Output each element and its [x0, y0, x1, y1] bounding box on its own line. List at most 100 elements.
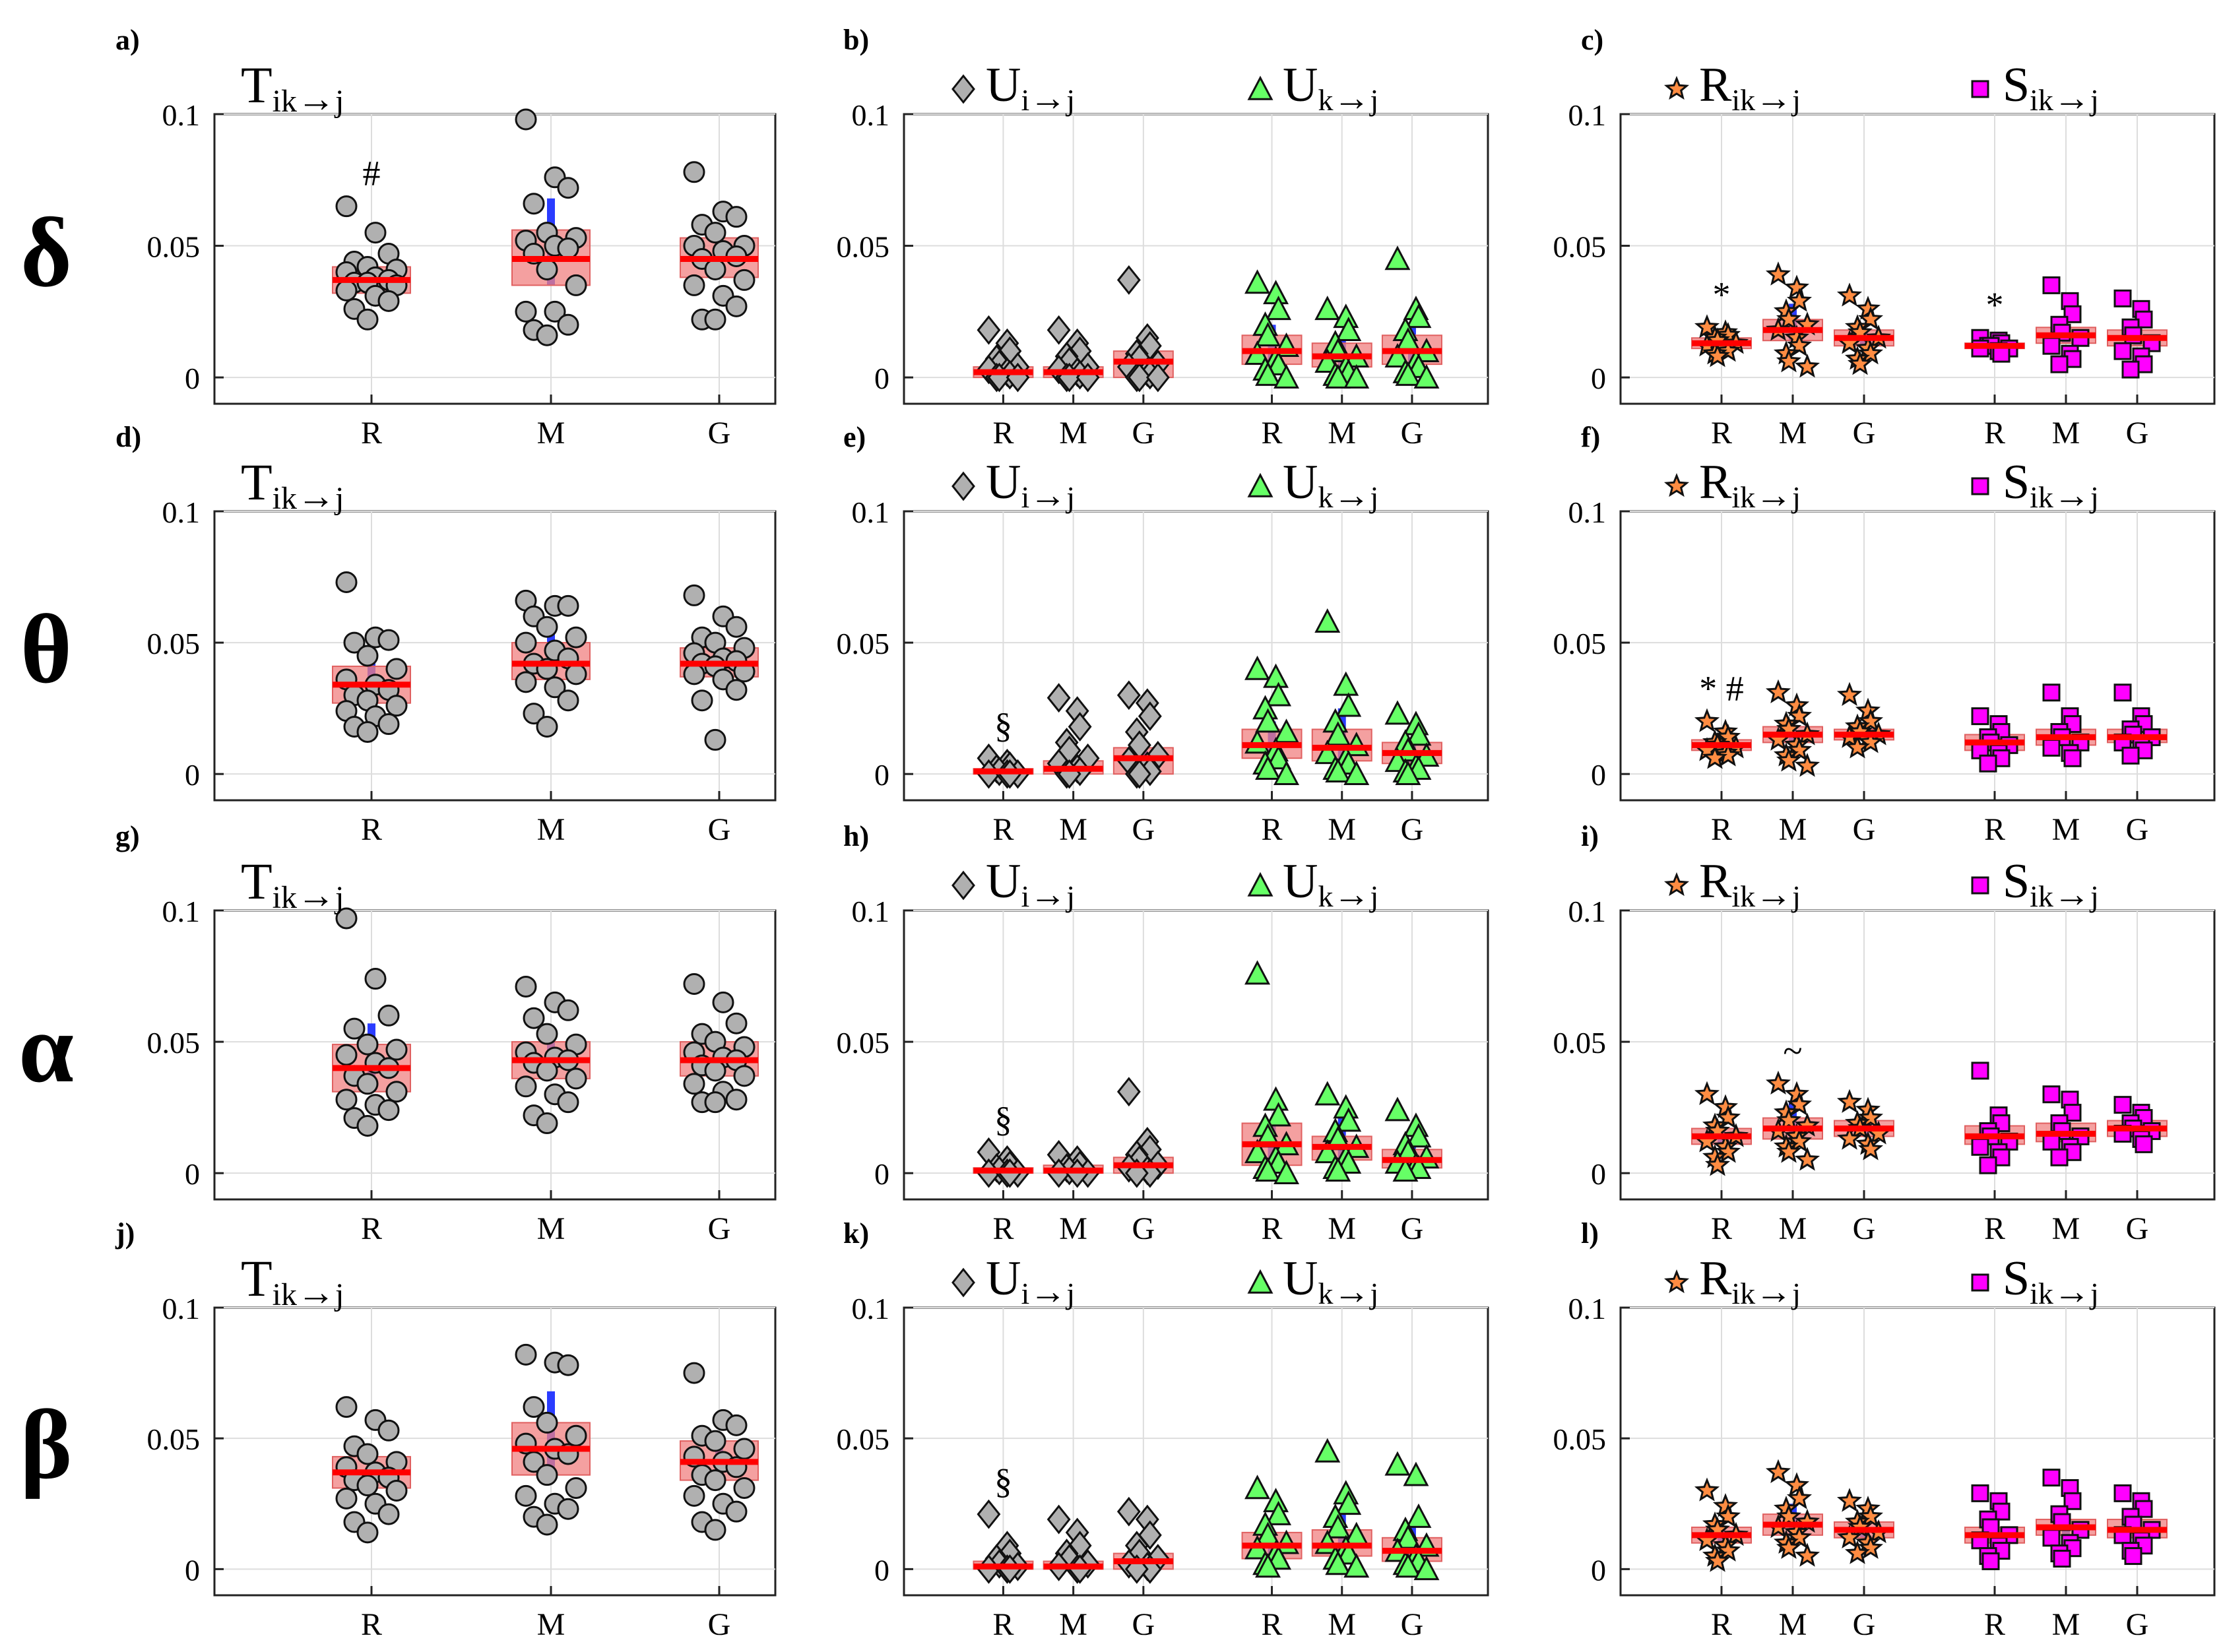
circle-point [557, 594, 579, 617]
square-point [1971, 876, 1989, 895]
triangle-point [1266, 296, 1292, 321]
triangle-point [1266, 1102, 1292, 1127]
y-tick-label: 0.1 [1568, 98, 1607, 132]
star-point [1847, 351, 1873, 375]
y-tick-label: 0.05 [147, 230, 201, 264]
circle-point [536, 1112, 558, 1135]
diamond-point [1116, 1496, 1141, 1527]
circle-point [704, 1469, 726, 1492]
legend-arrow: → [1029, 874, 1066, 915]
legend-tail: j [1368, 83, 1378, 117]
legend-label: Uk→j [1283, 58, 1378, 119]
legend-tail: j [1791, 879, 1801, 913]
y-tick-label: 0 [1591, 1553, 1606, 1587]
star-point [1715, 338, 1741, 362]
band-label: β [20, 1390, 72, 1500]
x-tick-label: R [1711, 416, 1732, 451]
star-point [1663, 472, 1690, 497]
circle-point [385, 658, 408, 680]
panel-letter: f) [1581, 421, 1600, 453]
y-tick-label: 0.05 [837, 1422, 890, 1456]
triangle-point [1403, 1461, 1429, 1486]
circle-point [704, 1430, 726, 1452]
star-point [1765, 261, 1791, 286]
star-point [1786, 1524, 1813, 1548]
circle-point [557, 1354, 579, 1376]
significance-mark: * [1986, 285, 2004, 325]
circle-point [515, 1075, 537, 1098]
circle-point [544, 300, 566, 323]
significance-mark: § [994, 1461, 1012, 1501]
star-point [1776, 1535, 1802, 1559]
x-tick-label: M [1059, 1211, 1087, 1246]
star-point [1836, 1524, 1863, 1548]
legend-tail: j [1065, 879, 1075, 913]
triangle-point [1314, 608, 1341, 633]
x-tick-label: R [992, 1607, 1014, 1642]
circle-point [733, 1477, 756, 1499]
circle-point [704, 1091, 726, 1114]
legend-tail: j [1791, 83, 1801, 117]
legend-arrow: → [2053, 475, 2090, 516]
legend-sub: ik [273, 84, 297, 119]
square-point [1979, 754, 1997, 773]
panel-2-0: 0.1 0.05 0 R M G Tik→j [147, 852, 777, 1246]
legend-arrow: → [1755, 475, 1792, 516]
circle-point [385, 695, 408, 717]
star-point [1704, 1548, 1731, 1572]
legend-arrow: → [297, 77, 335, 120]
x-tick-label: M [1328, 1607, 1356, 1642]
y-tick-label: 0.05 [147, 1026, 201, 1060]
star-point [1857, 1136, 1884, 1160]
square-point [2042, 336, 2061, 355]
legend-label: Ui→j [986, 58, 1075, 119]
diamond-point [977, 1499, 1001, 1529]
triangle-point [1314, 1438, 1341, 1463]
circle-point [712, 991, 734, 1013]
legend-main: T [241, 1250, 273, 1307]
legend-tail: j [334, 1277, 344, 1312]
circle-point [557, 689, 579, 712]
circle-point [377, 1004, 400, 1027]
star-point [1836, 1126, 1863, 1150]
circle-point [536, 1060, 558, 1082]
circle-point [704, 308, 726, 331]
legend-label: Sik→j [2003, 1252, 2099, 1312]
circle-point [565, 1067, 587, 1090]
triangle-point [1395, 361, 1421, 386]
legend-tail: j [2089, 83, 2099, 117]
star-point [1776, 306, 1802, 331]
star-point [1836, 1089, 1863, 1113]
legend-sub: i [1021, 879, 1029, 913]
legend-label: Tik→j [241, 56, 344, 120]
circle-point [335, 1487, 358, 1509]
circle-point [704, 728, 726, 751]
triangle-point [1336, 317, 1362, 342]
circle-point [557, 238, 579, 260]
star-point [1776, 348, 1802, 373]
star-point [1704, 1152, 1731, 1176]
triangle-point [1255, 708, 1281, 733]
y-tick-label: 0 [874, 1157, 889, 1191]
circle-point [557, 1091, 579, 1114]
triangle-point [1244, 1475, 1271, 1500]
legend-main: U [1283, 854, 1318, 908]
legend-main: S [2003, 455, 2030, 509]
square-point [2042, 738, 2061, 757]
circle-point [364, 222, 387, 244]
legend-main: U [1283, 1252, 1318, 1306]
circle-point [377, 1419, 400, 1442]
x-tick-label: M [2052, 1607, 2080, 1642]
circle-point [356, 1521, 379, 1544]
triangle-point [1273, 760, 1300, 785]
x-tick-label: R [1262, 812, 1283, 847]
legend-label: Uk→j [1283, 455, 1378, 516]
diamond-point [1046, 315, 1071, 345]
triangle-point [1273, 718, 1300, 744]
legend-main: U [986, 1252, 1021, 1306]
significance-mark: § [994, 1099, 1012, 1139]
